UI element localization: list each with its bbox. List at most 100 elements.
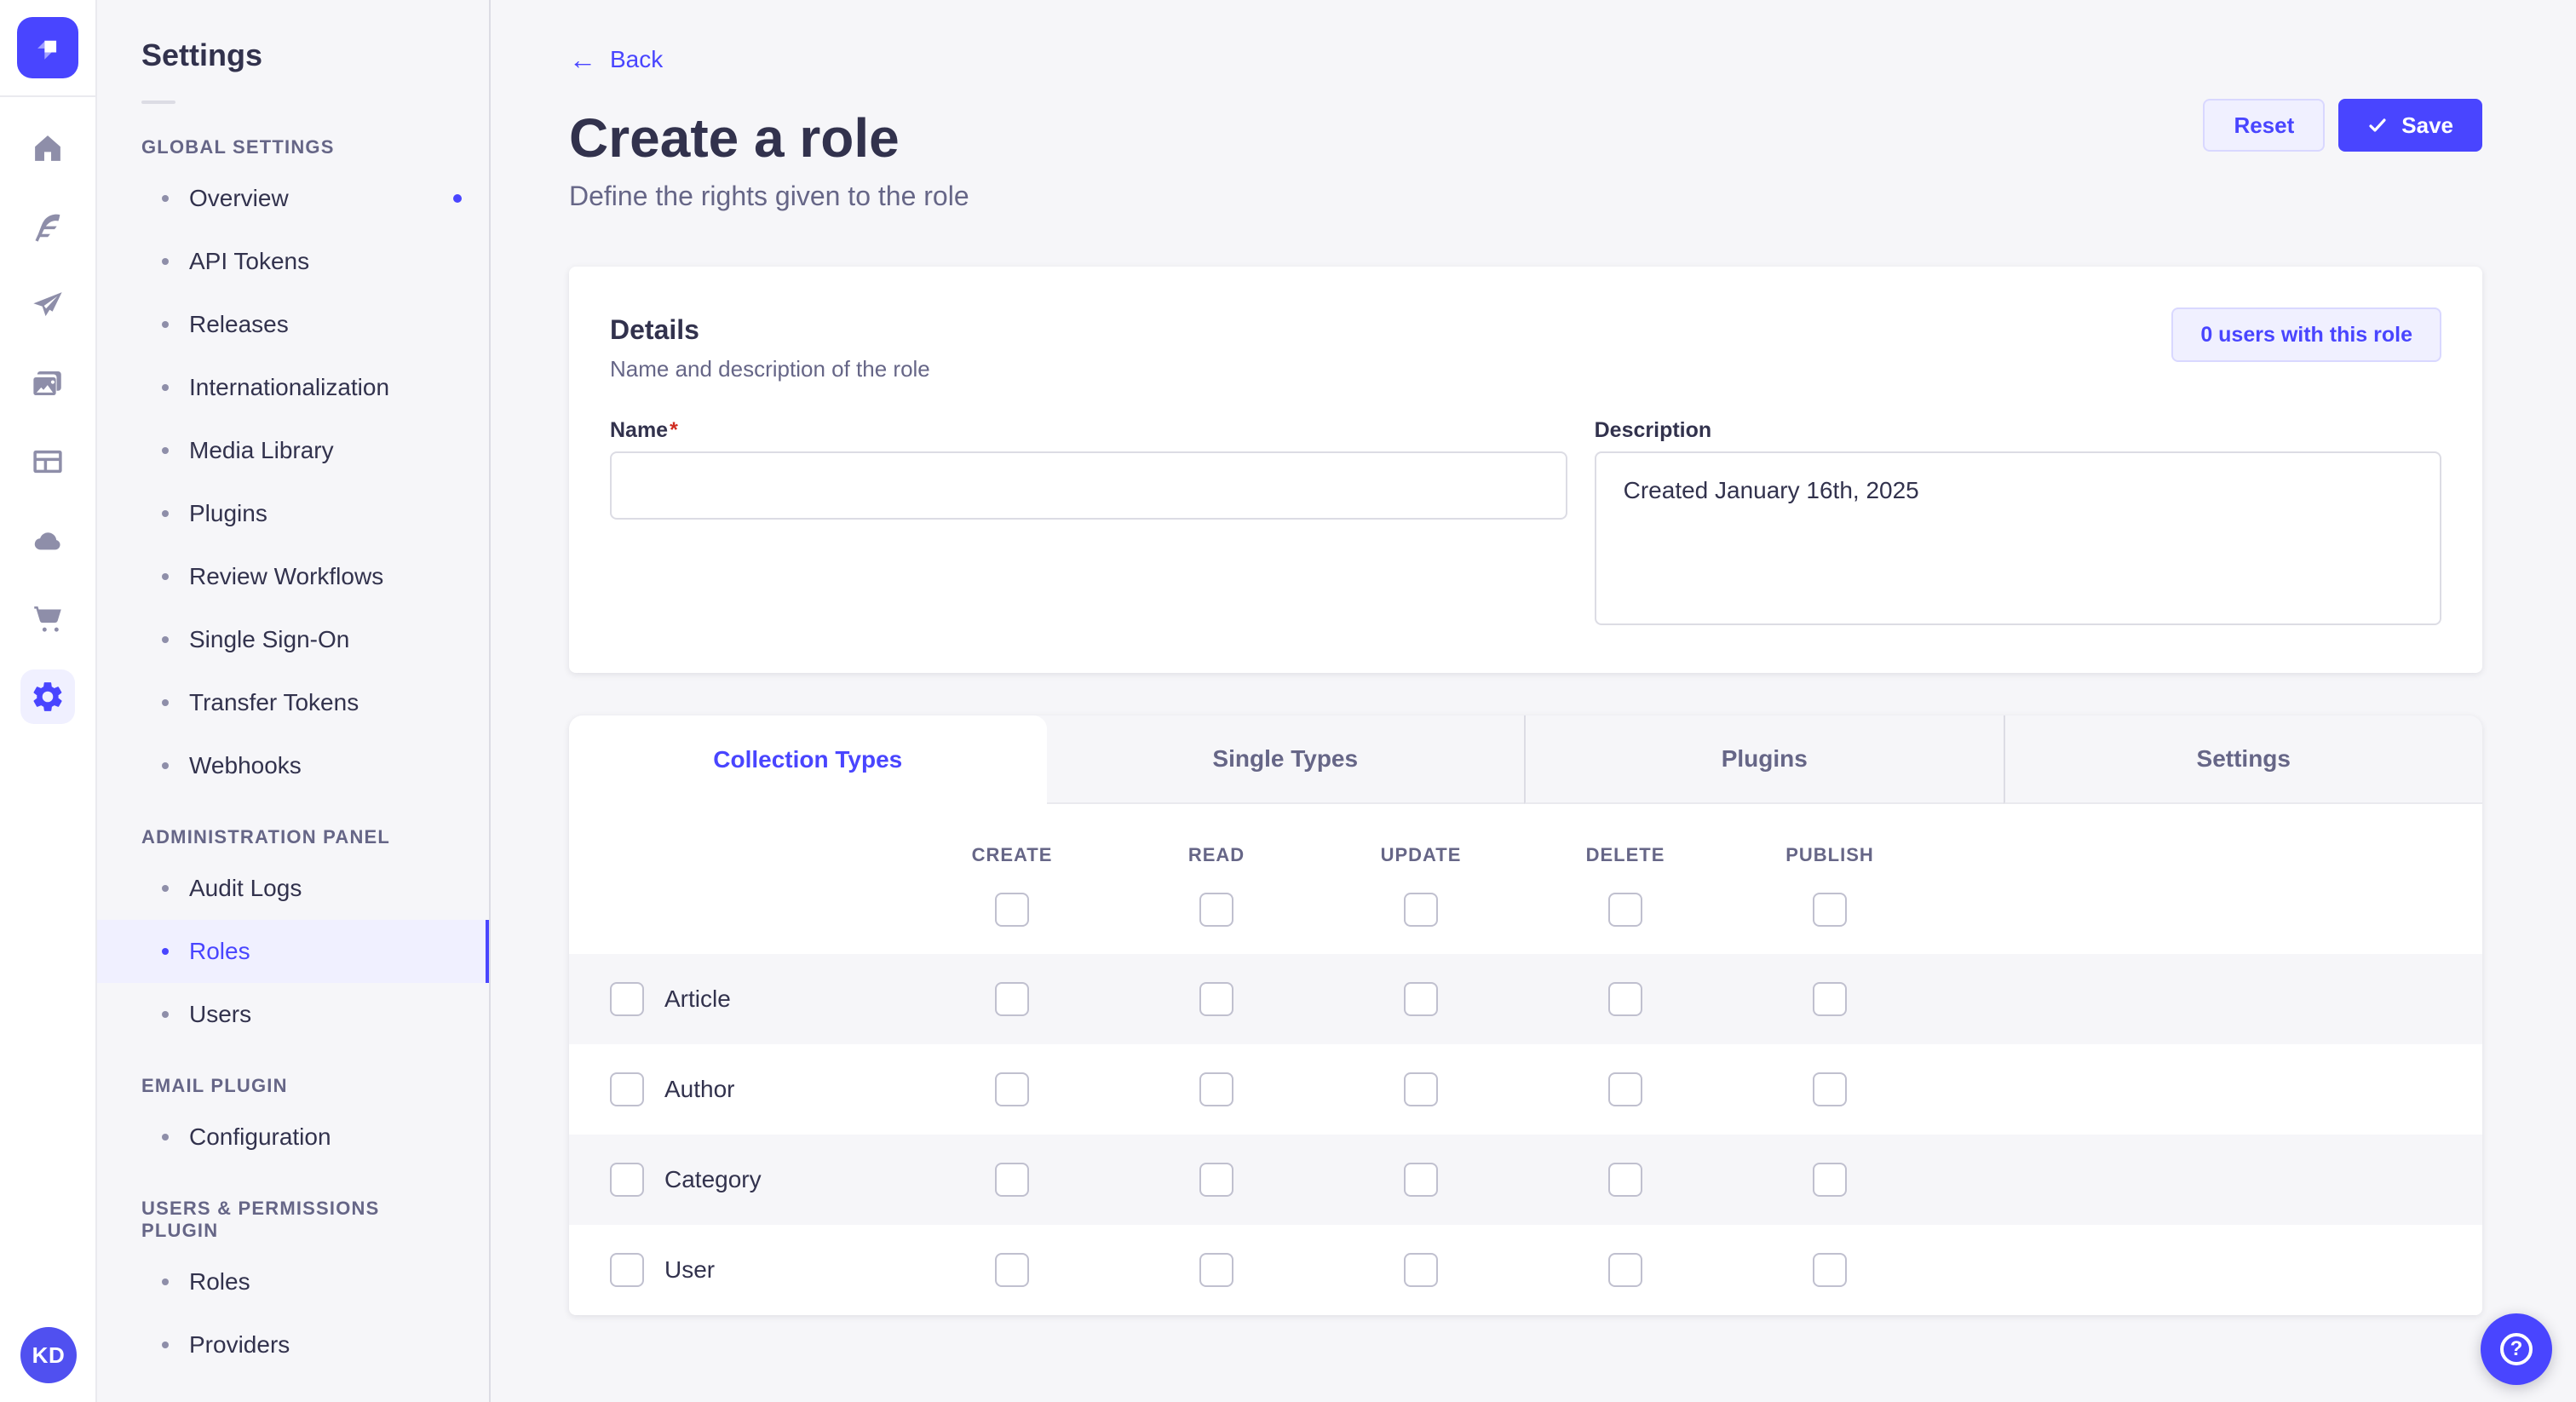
- user-update-checkbox[interactable]: [1404, 1253, 1438, 1287]
- sidebar-item-single-sign-on[interactable]: Single Sign-On: [97, 608, 489, 671]
- sidebar-title-divider: [141, 101, 175, 104]
- save-button[interactable]: Save: [2338, 99, 2482, 152]
- help-button[interactable]: ?: [2481, 1313, 2552, 1385]
- cart-icon[interactable]: [20, 591, 75, 646]
- bullet-icon: [162, 1342, 169, 1348]
- bullet-icon: [162, 510, 169, 517]
- bullet-icon: [162, 258, 169, 265]
- reset-button[interactable]: Reset: [2203, 99, 2326, 152]
- author-publish-checkbox[interactable]: [1813, 1072, 1847, 1106]
- article-read-checkbox[interactable]: [1199, 982, 1233, 1016]
- tab-settings[interactable]: Settings: [2003, 715, 2482, 804]
- author-row-checkbox[interactable]: [610, 1072, 644, 1106]
- column-header-publish: PUBLISH: [1785, 844, 1874, 865]
- user-avatar[interactable]: KD: [20, 1327, 77, 1383]
- sidebar-item-api-tokens[interactable]: API Tokens: [97, 230, 489, 293]
- row-label: Author: [664, 1076, 735, 1102]
- author-update-checkbox[interactable]: [1404, 1072, 1438, 1106]
- tab-plugins[interactable]: Plugins: [1524, 715, 2004, 804]
- check-icon: [2369, 118, 2386, 132]
- user-read-checkbox[interactable]: [1199, 1253, 1233, 1287]
- layout-icon[interactable]: [20, 434, 75, 489]
- bullet-icon: [162, 636, 169, 643]
- description-label: Description: [1594, 418, 1712, 442]
- sidebar-item-releases[interactable]: Releases: [97, 293, 489, 356]
- user-publish-checkbox[interactable]: [1813, 1253, 1847, 1287]
- user-row-checkbox[interactable]: [610, 1253, 644, 1287]
- section-heading-users-permissions-plugin: USERS & PERMISSIONS PLUGIN: [141, 1198, 380, 1241]
- sidebar-item-roles-admin[interactable]: Roles: [97, 920, 489, 983]
- home-icon[interactable]: [20, 121, 75, 175]
- users-with-role-button[interactable]: 0 users with this role: [2171, 307, 2441, 362]
- send-icon[interactable]: [20, 278, 75, 332]
- row-label: Category: [664, 1166, 762, 1192]
- category-publish-checkbox[interactable]: [1813, 1163, 1847, 1197]
- back-arrow-icon: ←: [569, 44, 596, 75]
- user-delete-checkbox[interactable]: [1608, 1253, 1642, 1287]
- category-delete-checkbox[interactable]: [1608, 1163, 1642, 1197]
- select-all-create-checkbox[interactable]: [995, 893, 1029, 927]
- sidebar-item-configuration[interactable]: Configuration: [97, 1106, 489, 1169]
- sidebar-item-overview[interactable]: Overview: [97, 167, 489, 230]
- permissions-card: Collection Types Single Types Plugins Se…: [569, 715, 2482, 1315]
- tab-collection-types[interactable]: Collection Types: [569, 715, 1047, 804]
- cloud-icon[interactable]: [20, 513, 75, 567]
- article-update-checkbox[interactable]: [1404, 982, 1438, 1016]
- author-delete-checkbox[interactable]: [1608, 1072, 1642, 1106]
- details-card: Details Name and description of the role…: [569, 267, 2482, 673]
- select-all-delete-checkbox[interactable]: [1608, 893, 1642, 927]
- bullet-icon: [162, 384, 169, 391]
- bullet-icon: [162, 1134, 169, 1141]
- sidebar-item-users[interactable]: Users: [97, 983, 489, 1046]
- question-mark-icon: ?: [2500, 1333, 2533, 1365]
- name-field[interactable]: [610, 451, 1567, 520]
- article-publish-checkbox[interactable]: [1813, 982, 1847, 1016]
- sidebar-item-internationalization[interactable]: Internationalization: [97, 356, 489, 419]
- tab-single-types[interactable]: Single Types: [1046, 715, 1524, 804]
- sidebar-item-transfer-tokens[interactable]: Transfer Tokens: [97, 671, 489, 734]
- select-all-update-checkbox[interactable]: [1404, 893, 1438, 927]
- back-link[interactable]: ← Back: [569, 44, 664, 75]
- bullet-icon: [162, 1011, 169, 1018]
- category-update-checkbox[interactable]: [1404, 1163, 1438, 1197]
- strapi-logo[interactable]: [17, 17, 78, 78]
- images-icon[interactable]: [20, 356, 75, 411]
- details-title: Details: [610, 314, 699, 345]
- bullet-icon: [162, 447, 169, 454]
- article-delete-checkbox[interactable]: [1608, 982, 1642, 1016]
- select-all-publish-checkbox[interactable]: [1813, 893, 1847, 927]
- bullet-icon: [162, 321, 169, 328]
- category-create-checkbox[interactable]: [995, 1163, 1029, 1197]
- article-row-checkbox[interactable]: [610, 982, 644, 1016]
- select-all-read-checkbox[interactable]: [1199, 893, 1233, 927]
- category-row-checkbox[interactable]: [610, 1163, 644, 1197]
- section-heading-email-plugin: EMAIL PLUGIN: [141, 1075, 288, 1096]
- page-title: Create a role: [569, 107, 900, 169]
- article-create-checkbox[interactable]: [995, 982, 1029, 1016]
- category-read-checkbox[interactable]: [1199, 1163, 1233, 1197]
- column-header-delete: DELETE: [1585, 844, 1665, 865]
- notification-dot: [453, 194, 462, 203]
- column-header-create: CREATE: [971, 844, 1053, 865]
- table-row-article: Article: [569, 954, 2482, 1044]
- sidebar-item-review-workflows[interactable]: Review Workflows: [97, 545, 489, 608]
- author-create-checkbox[interactable]: [995, 1072, 1029, 1106]
- sidebar-item-plugins[interactable]: Plugins: [97, 482, 489, 545]
- author-read-checkbox[interactable]: [1199, 1072, 1233, 1106]
- user-create-checkbox[interactable]: [995, 1253, 1029, 1287]
- sidebar-item-providers[interactable]: Providers: [97, 1313, 489, 1376]
- permissions-table-rows: Article Author: [569, 954, 2482, 1315]
- sidebar-item-webhooks[interactable]: Webhooks: [97, 734, 489, 797]
- sidebar-item-media-library[interactable]: Media Library: [97, 419, 489, 482]
- bullet-icon: [162, 948, 169, 955]
- table-row-category: Category: [569, 1135, 2482, 1225]
- feather-icon[interactable]: [20, 199, 75, 254]
- sidebar-item-audit-logs[interactable]: Audit Logs: [97, 857, 489, 920]
- bullet-icon: [162, 699, 169, 706]
- bullet-icon: [162, 762, 169, 769]
- gear-icon[interactable]: [20, 669, 75, 724]
- bullet-icon: [162, 885, 169, 892]
- sidebar-item-roles-up[interactable]: Roles: [97, 1250, 489, 1313]
- description-field[interactable]: Created January 16th, 2025: [1594, 451, 2441, 625]
